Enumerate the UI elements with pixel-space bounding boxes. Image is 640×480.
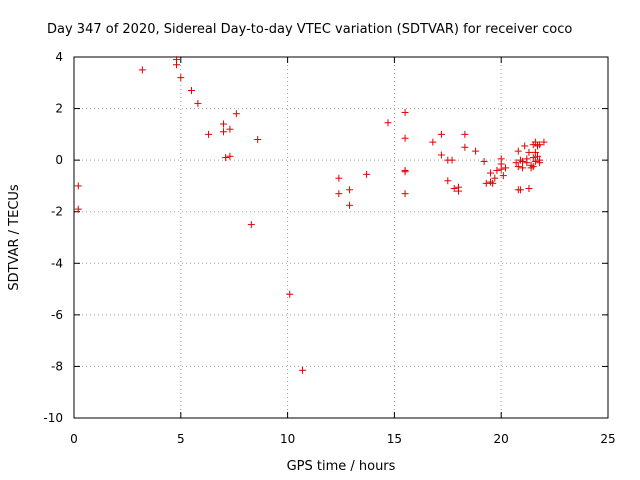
data-point (222, 154, 230, 162)
gridlines (74, 57, 608, 418)
data-point (177, 74, 185, 82)
x-tick-label: 0 (70, 432, 78, 446)
data-point (529, 163, 537, 171)
data-point (226, 152, 234, 160)
y-axis-label: SDTVAR / TECUs (7, 184, 22, 291)
data-point (482, 179, 490, 187)
data-point (220, 128, 228, 136)
y-tick-label: 0 (55, 153, 63, 167)
y-tick-label: -8 (51, 359, 63, 373)
y-tick-label: -10 (43, 411, 63, 425)
data-point (247, 221, 255, 229)
data-point (472, 147, 480, 155)
data-point (335, 190, 343, 198)
y-tick-label: 4 (55, 50, 63, 64)
data-point (493, 166, 501, 174)
data-point (521, 142, 529, 150)
data-points (74, 56, 548, 374)
data-point (401, 134, 409, 142)
data-point (74, 205, 82, 213)
data-point (384, 119, 392, 127)
data-point (454, 187, 462, 195)
data-point (232, 110, 240, 118)
data-point (194, 99, 202, 107)
data-point (335, 174, 343, 182)
data-point (501, 164, 509, 172)
data-point (525, 148, 533, 156)
data-point (514, 147, 522, 155)
data-point (444, 177, 452, 185)
data-point (512, 159, 520, 167)
data-point (514, 163, 522, 171)
data-point (401, 108, 409, 116)
x-axis-label: GPS time / hours (287, 459, 396, 474)
axis-ticks: 0 5 10 15 20 25 -10 -8 -6 -4 -2 0 2 4 (43, 50, 615, 446)
data-point (487, 169, 495, 177)
plot-frame (73, 56, 609, 419)
y-tick-label: 2 (55, 102, 63, 116)
data-point (173, 61, 181, 69)
data-point (429, 138, 437, 146)
data-point (529, 154, 537, 162)
data-point (401, 168, 409, 176)
data-point (138, 66, 146, 74)
data-point (531, 157, 539, 165)
data-point (226, 125, 234, 133)
y-tick-label: -6 (51, 308, 63, 322)
x-tick-label: 10 (280, 432, 295, 446)
data-point (437, 130, 445, 138)
data-point (497, 165, 505, 173)
data-point (499, 172, 507, 180)
data-point (346, 201, 354, 209)
data-point (531, 138, 539, 146)
data-point (534, 152, 542, 160)
data-point (523, 159, 531, 167)
x-tick-label: 5 (177, 432, 185, 446)
data-point (346, 186, 354, 194)
data-point (437, 151, 445, 159)
data-point (401, 190, 409, 198)
data-point (74, 182, 82, 190)
data-point (480, 157, 488, 165)
data-point (540, 138, 548, 146)
data-point (536, 141, 544, 149)
data-point (220, 120, 228, 128)
data-point (536, 159, 544, 167)
data-point (516, 186, 524, 194)
x-tick-label: 15 (387, 432, 402, 446)
data-point (299, 366, 307, 374)
data-point (461, 130, 469, 138)
data-point (205, 130, 213, 138)
data-point (450, 185, 458, 193)
data-point (448, 156, 456, 164)
y-tick-label: -2 (51, 205, 63, 219)
y-tick-label: -4 (51, 256, 63, 270)
data-point (254, 136, 262, 144)
chart-title: Day 347 of 2020, Sidereal Day-to-day VTE… (47, 22, 572, 37)
data-point (461, 143, 469, 151)
data-point (525, 185, 533, 193)
data-point (363, 170, 371, 178)
data-point (519, 157, 527, 165)
data-point (286, 290, 294, 298)
data-point (531, 148, 539, 156)
data-point (491, 174, 499, 182)
data-point (187, 87, 195, 95)
data-point (489, 179, 497, 187)
x-tick-label: 20 (494, 432, 509, 446)
x-tick-label: 25 (600, 432, 615, 446)
data-point (519, 164, 527, 172)
